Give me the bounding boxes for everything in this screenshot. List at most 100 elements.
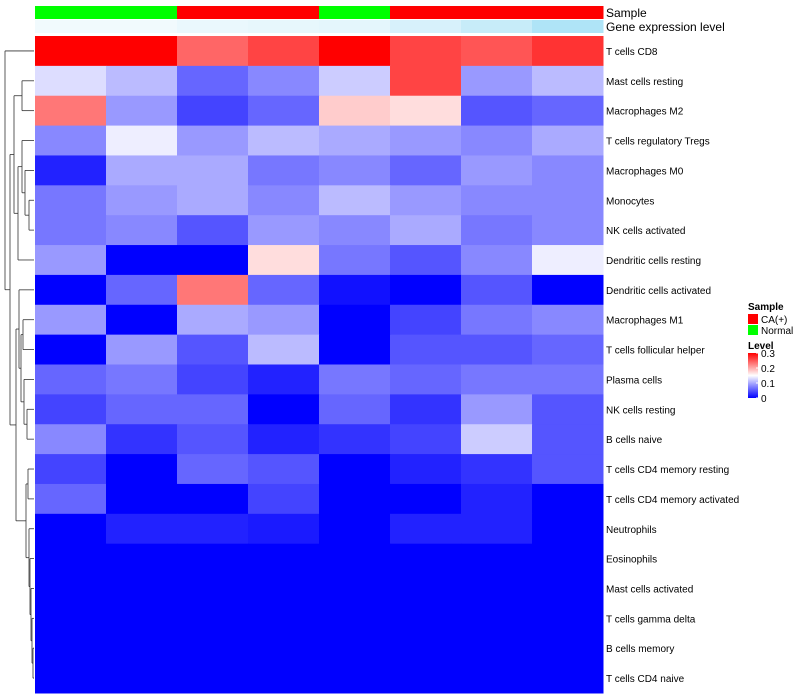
heatmap-cell	[177, 543, 249, 575]
heatmap-cell	[35, 125, 107, 156]
heatmap-cell	[106, 633, 178, 664]
heatmap-cell	[106, 543, 178, 575]
heatmap-cell	[35, 543, 107, 575]
heatmap-cell	[390, 454, 462, 485]
row-label: NK cells resting	[606, 405, 675, 416]
heatmap-cell	[248, 424, 320, 455]
heatmap-cell	[106, 95, 178, 127]
heatmap-cell	[319, 454, 391, 485]
row-label: Dendritic cells resting	[606, 256, 701, 267]
heatmap-cell	[248, 36, 320, 67]
heatmap-cell	[319, 65, 391, 97]
heatmap-cell	[177, 483, 249, 515]
heatmap-cell	[461, 364, 533, 395]
legend-level-title: Level	[748, 341, 774, 352]
row-label: T cells regulatory Tregs	[606, 137, 710, 148]
heatmap-cell	[177, 36, 249, 67]
heatmap-cell	[390, 483, 462, 515]
heatmap-cell	[35, 185, 107, 216]
heatmap-cell	[319, 633, 391, 664]
heatmap-cell	[35, 513, 107, 545]
heatmap-cell	[177, 663, 249, 694]
row-label: Mast cells resting	[606, 77, 683, 88]
legend-level-tick: 0	[761, 394, 767, 405]
sample-annotation-cell	[390, 6, 462, 19]
heatmap-cell	[106, 454, 178, 485]
heatmap-cell	[319, 245, 391, 276]
heatmap-cell	[319, 573, 391, 604]
heatmap-cell	[319, 424, 391, 455]
row-label: B cells memory	[606, 644, 674, 655]
row-label: Eosinophils	[606, 555, 657, 566]
heatmap-cell	[461, 185, 533, 216]
row-label: Mast cells activated	[606, 584, 693, 595]
heatmap-cell	[35, 603, 107, 634]
heatmap-cell	[319, 215, 391, 246]
heatmap-cell	[319, 185, 391, 216]
heatmap-cell	[390, 274, 462, 306]
heatmap-cell	[35, 95, 107, 127]
heatmap-cell	[532, 185, 604, 216]
heatmap-cell	[461, 304, 533, 336]
heatmap-cell	[35, 245, 107, 276]
heatmap-cell	[390, 245, 462, 276]
heatmap-cell	[177, 394, 249, 425]
row-label: T cells CD4 memory activated	[606, 495, 739, 506]
heatmap-cell	[106, 215, 178, 246]
heatmap-cell	[461, 274, 533, 306]
heatmap-cell	[35, 65, 107, 97]
heatmap-cell	[177, 424, 249, 455]
row-label: T cells follicular helper	[606, 346, 705, 357]
heatmap-cell	[390, 543, 462, 575]
heatmap-cell	[106, 245, 178, 276]
row-label: Neutrophils	[606, 525, 657, 536]
gene-expression-annotation-cell	[532, 20, 604, 33]
row-label: T cells CD8	[606, 47, 658, 58]
heatmap-cell	[461, 155, 533, 186]
heatmap-cell	[35, 633, 107, 664]
heatmap-cell	[319, 663, 391, 694]
heatmap-cell	[390, 155, 462, 186]
heatmap-cell	[532, 125, 604, 156]
row-label: T cells CD4 memory resting	[606, 465, 729, 476]
heatmap-cell	[248, 274, 320, 306]
heatmap-cell	[319, 394, 391, 425]
heatmap-cell	[248, 334, 320, 365]
heatmap-cell	[177, 513, 249, 545]
row-label: Plasma cells	[606, 375, 662, 386]
heatmap-cell	[390, 513, 462, 545]
heatmap-cell	[248, 185, 320, 216]
heatmap-cell	[248, 155, 320, 186]
heatmap-cell	[532, 245, 604, 276]
heatmap-cell	[106, 483, 178, 515]
row-dendrogram	[4, 50, 34, 679]
row-label: T cells gamma delta	[606, 614, 696, 625]
heatmap-cell	[532, 155, 604, 186]
heatmap-cell	[177, 304, 249, 336]
gene-expression-annotation-cell	[461, 20, 533, 33]
heatmap-cell	[390, 304, 462, 336]
heatmap-cell	[390, 185, 462, 216]
row-label: Dendritic cells activated	[606, 286, 711, 297]
heatmap-cells	[35, 36, 604, 694]
row-label: NK cells activated	[606, 226, 685, 237]
heatmap-cell	[248, 543, 320, 575]
heatmap-cell	[106, 274, 178, 306]
heatmap-cell	[35, 304, 107, 336]
heatmap-cell	[532, 364, 604, 395]
heatmap-cell	[106, 513, 178, 545]
heatmap-cell	[248, 483, 320, 515]
heatmap-cell	[390, 215, 462, 246]
heatmap-cell	[248, 603, 320, 634]
heatmap-cell	[248, 215, 320, 246]
heatmap-cell	[461, 215, 533, 246]
heatmap-cell	[390, 633, 462, 664]
heatmap-cell	[248, 95, 320, 127]
row-labels: T cells CD8 Mast cells resting Macrophages…	[606, 47, 739, 685]
heatmap-cell	[532, 215, 604, 246]
sample-annotation-cell	[319, 6, 391, 19]
heatmap-cell	[461, 36, 533, 67]
heatmap-cell	[248, 304, 320, 336]
